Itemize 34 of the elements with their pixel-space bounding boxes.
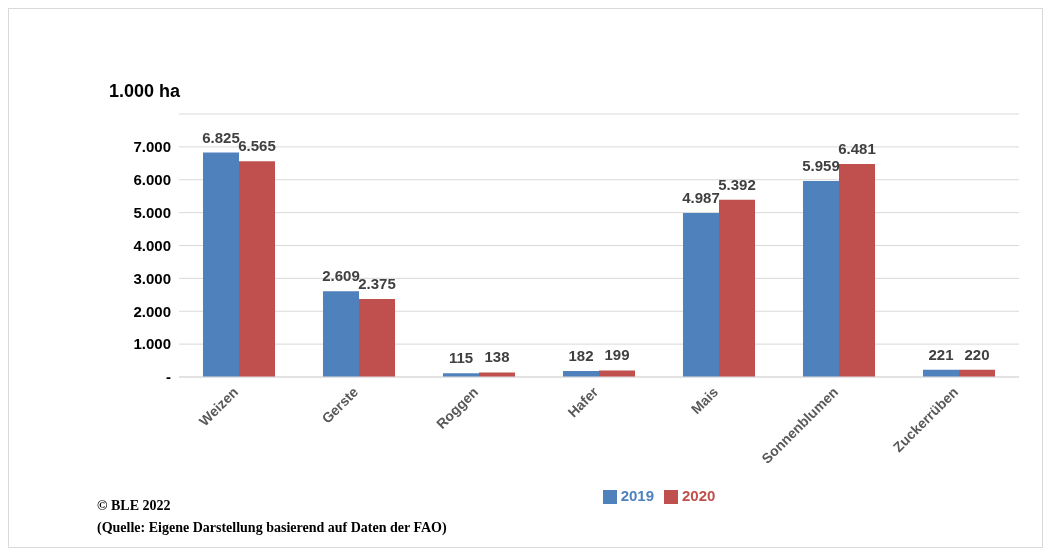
data-label: 2.609	[322, 267, 360, 285]
y-tick-label: 4.000	[133, 236, 171, 254]
y-tick-label: 3.000	[133, 269, 171, 287]
data-label: 6.481	[838, 139, 876, 157]
data-label: 199	[604, 346, 630, 364]
bar	[839, 163, 875, 377]
legend-label: 2019	[620, 486, 654, 504]
data-label: 221	[928, 345, 954, 363]
text: © BLE 2022	[97, 497, 172, 515]
data-label: 5.959	[802, 157, 840, 175]
bar	[203, 152, 239, 377]
y-tick-label: 2.000	[133, 302, 171, 320]
bar	[359, 298, 395, 377]
y-tick-label: -	[166, 368, 171, 386]
y-tick-label: 5.000	[133, 203, 171, 221]
data-label: 220	[964, 345, 990, 363]
data-label: 138	[484, 348, 510, 366]
text: (Quelle: Eigene Darstellung basierend auf Daten der FAO)	[97, 519, 447, 537]
data-label: 6.825	[202, 128, 240, 146]
bar	[683, 213, 719, 377]
y-tick-label: 7.000	[133, 138, 171, 156]
data-label: 182	[568, 346, 594, 364]
bar	[803, 181, 839, 377]
data-label: 5.392	[718, 175, 756, 193]
y-axis-title: 1.000 ha	[109, 81, 181, 102]
data-label: 4.987	[682, 189, 720, 207]
bar	[599, 370, 635, 377]
data-label: 115	[448, 349, 474, 367]
y-tick-label: 1.000	[133, 335, 171, 353]
y-tick-label: 6.000	[133, 171, 171, 189]
bar	[323, 291, 359, 377]
bar	[239, 161, 275, 377]
bar	[719, 199, 755, 377]
legend-label: 2020	[682, 486, 716, 504]
